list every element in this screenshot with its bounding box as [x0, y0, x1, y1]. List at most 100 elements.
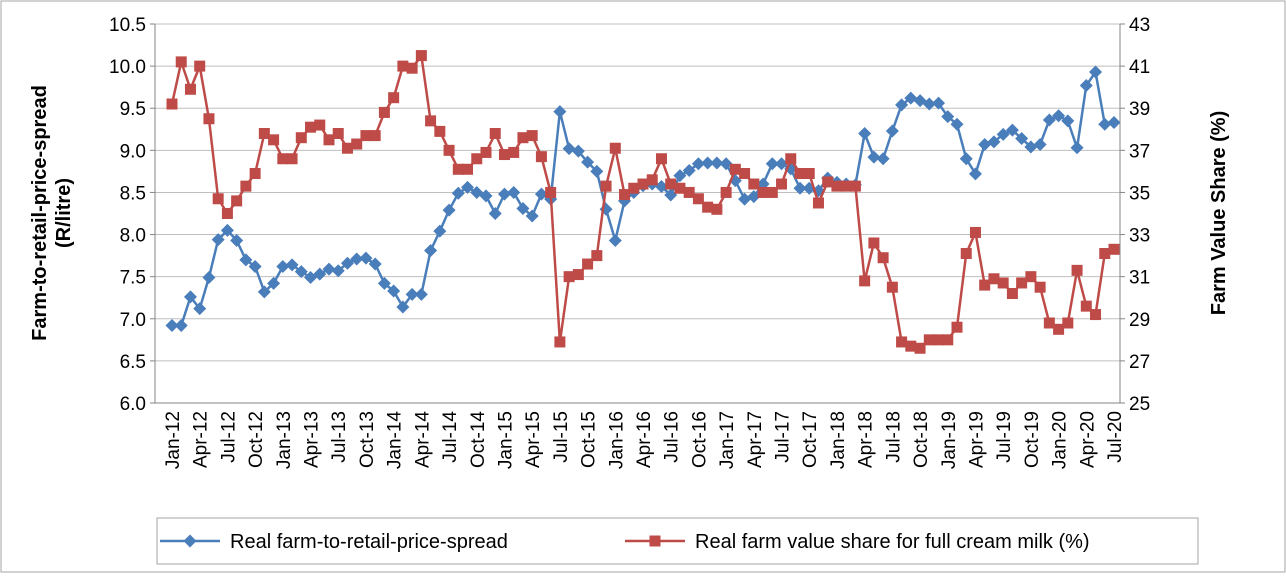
marker — [951, 321, 963, 333]
marker — [664, 188, 678, 202]
marker — [765, 157, 779, 171]
marker — [710, 156, 724, 170]
y2-tick-label: 43 — [1129, 15, 1150, 36]
marker — [729, 163, 741, 175]
marker — [1033, 137, 1047, 151]
marker — [368, 257, 382, 271]
marker — [396, 300, 410, 314]
marker — [350, 252, 364, 266]
y-tick-label: 8.0 — [120, 226, 146, 247]
marker — [996, 127, 1010, 141]
marker — [932, 96, 946, 110]
x-tick-label: Jan-19 — [939, 411, 960, 469]
marker — [489, 127, 501, 139]
x-tick-label: Oct-14 — [468, 411, 489, 468]
marker — [535, 151, 547, 163]
marker — [701, 156, 715, 170]
marker — [1062, 317, 1074, 329]
marker — [649, 535, 661, 547]
marker — [572, 269, 584, 281]
marker — [748, 178, 760, 190]
marker — [239, 253, 253, 267]
marker — [294, 265, 308, 279]
marker — [757, 186, 769, 198]
marker — [433, 224, 447, 238]
marker — [979, 279, 991, 291]
marker — [739, 167, 751, 179]
marker — [959, 152, 973, 166]
legend-label: Real farm-to-retail-price-spread — [230, 531, 508, 553]
marker — [738, 192, 752, 206]
marker — [822, 176, 834, 188]
marker — [1080, 300, 1092, 312]
x-tick-label: Apr-14 — [412, 411, 433, 468]
marker — [904, 91, 918, 105]
x-tick-label: Jul-19 — [994, 411, 1015, 463]
marker — [600, 180, 612, 192]
marker — [443, 144, 455, 156]
x-tick-label: Oct-15 — [579, 411, 600, 468]
x-tick-label: Apr-13 — [302, 411, 323, 468]
marker — [571, 144, 585, 158]
marker — [231, 195, 243, 207]
marker — [553, 105, 567, 119]
marker — [369, 130, 381, 142]
marker — [673, 169, 687, 183]
marker — [221, 208, 233, 219]
marker — [378, 106, 390, 118]
legend-box — [156, 517, 1199, 565]
marker — [471, 153, 483, 165]
marker — [1061, 114, 1075, 128]
y-tick-label: 7.5 — [120, 268, 146, 289]
x-tick-label: Jul-20 — [1105, 411, 1126, 463]
y2-tick-label: 37 — [1129, 141, 1150, 162]
x-tick-label: Jan-18 — [828, 411, 849, 469]
marker — [405, 287, 419, 301]
x-tick-label: Apr-18 — [856, 411, 877, 468]
marker — [406, 62, 418, 74]
y-tick-label: 10.5 — [109, 15, 146, 36]
marker — [377, 276, 391, 290]
marker — [323, 134, 335, 146]
x-tick-label: Jul-13 — [329, 411, 350, 463]
marker — [397, 60, 409, 72]
marker — [462, 163, 474, 175]
y-tick-label: 7.0 — [120, 310, 146, 331]
y-axis-title: Farm-to-retail-price-spread — [29, 85, 51, 341]
marker — [747, 190, 761, 204]
x-tick-label: Jan-12 — [163, 411, 184, 469]
marker — [858, 126, 872, 140]
marker — [498, 149, 510, 161]
marker — [591, 250, 603, 262]
marker — [351, 138, 363, 150]
marker — [1071, 264, 1083, 276]
x-tick-label: Jan-20 — [1050, 411, 1071, 469]
marker — [1052, 109, 1066, 123]
marker — [451, 186, 465, 200]
y-tick-label: 10.0 — [109, 57, 146, 78]
marker — [922, 97, 936, 111]
marker — [341, 142, 353, 154]
x-tick-label: Apr-20 — [1077, 411, 1098, 468]
marker — [314, 119, 326, 131]
marker — [1025, 271, 1037, 283]
marker — [941, 110, 955, 124]
marker — [582, 258, 594, 270]
marker — [194, 60, 206, 72]
marker — [230, 233, 244, 247]
marker — [840, 180, 852, 192]
marker — [619, 189, 631, 201]
marker — [248, 260, 262, 274]
marker — [969, 226, 981, 238]
y2-axis-title: Farm Value Share (%) — [1208, 111, 1230, 316]
marker — [1024, 140, 1038, 154]
marker — [525, 209, 539, 223]
marker — [184, 83, 196, 95]
marker — [203, 113, 215, 125]
marker — [508, 146, 520, 158]
y2-tick-label: 29 — [1129, 310, 1150, 331]
marker — [877, 252, 889, 264]
marker — [516, 201, 530, 215]
marker — [628, 182, 640, 194]
